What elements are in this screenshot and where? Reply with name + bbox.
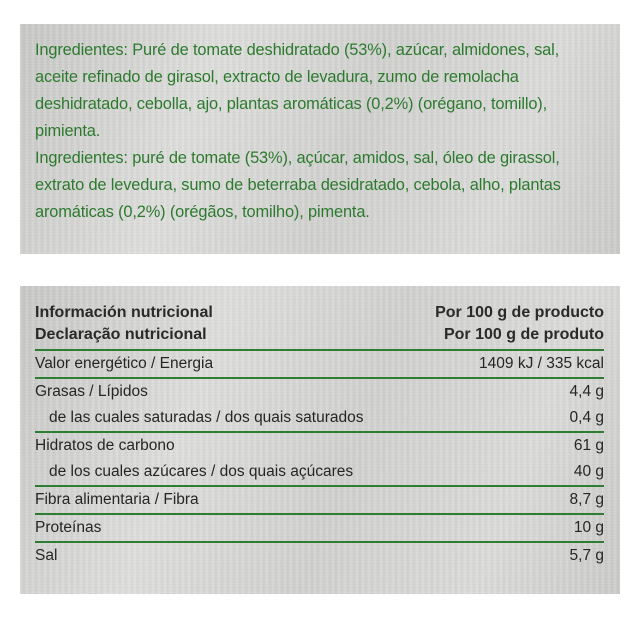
- nutrition-row-fat: Grasas / Lípidos 4,4 g: [35, 379, 604, 405]
- nutrient-label: de las cuales saturadas / dos quais satu…: [49, 409, 364, 426]
- nutrient-label: Grasas / Lípidos: [35, 383, 148, 400]
- nutrition-title-group: Información nutricional Declaração nutri…: [35, 302, 213, 346]
- nutrient-value: 61 g: [573, 437, 604, 454]
- nutrient-value: 10 g: [573, 519, 604, 536]
- nutrition-title-portuguese: Declaração nutricional: [35, 326, 207, 343]
- ingredients-text-portuguese: Ingredientes: puré de tomate (53%), açúc…: [35, 149, 561, 221]
- nutrition-title-spanish: Información nutricional: [35, 304, 213, 321]
- nutrition-row-carbohydrates: Hidratos de carbono 61 g: [35, 433, 604, 459]
- nutrient-label: Hidratos de carbono: [35, 437, 175, 454]
- nutrient-label: Valor energético / Energia: [35, 355, 214, 372]
- ingredients-panel: Ingredientes: Puré de tomate deshidratad…: [20, 24, 620, 254]
- per-100g-portuguese: Por 100 g de produto: [443, 326, 604, 343]
- nutrient-value: 40 g: [573, 463, 604, 480]
- nutrition-row-protein: Proteínas 10 g: [35, 515, 604, 541]
- row-divider: [35, 431, 604, 433]
- ingredients-text-spanish: Ingredientes: Puré de tomate deshidratad…: [35, 41, 560, 140]
- nutrition-per-group: Por 100 g de producto Por 100 g de produ…: [435, 302, 604, 346]
- row-divider: [35, 377, 604, 379]
- row-divider: [35, 541, 604, 543]
- nutrition-row-sugars: de los cuales azúcares / dos quais açúca…: [35, 459, 604, 485]
- nutrition-row-energy: Valor energético / Energia 1409 kJ / 335…: [35, 351, 604, 377]
- nutrition-row-fibre: Fibra alimentaria / Fibra 8,7 g: [35, 487, 604, 513]
- nutrition-panel: Información nutricional Declaração nutri…: [20, 286, 620, 594]
- nutrient-value: 0,4 g: [569, 409, 604, 426]
- nutrient-label: Sal: [35, 547, 58, 564]
- nutrition-row-salt: Sal 5,7 g: [35, 543, 604, 569]
- per-100g-spanish: Por 100 g de producto: [435, 304, 604, 321]
- nutrition-row-saturated-fat: de las cuales saturadas / dos quais satu…: [35, 405, 604, 431]
- nutrient-label: de los cuales azúcares / dos quais açúca…: [49, 463, 354, 480]
- nutrient-value: 8,7 g: [569, 491, 604, 508]
- nutrient-value: 1409 kJ / 335 kcal: [479, 355, 604, 372]
- nutrient-value: 5,7 g: [569, 547, 604, 564]
- nutrient-label: Fibra alimentaria / Fibra: [35, 491, 199, 508]
- nutrient-label: Proteínas: [35, 519, 102, 536]
- row-divider: [35, 513, 604, 515]
- nutrient-value: 4,4 g: [569, 383, 604, 400]
- row-divider: [35, 485, 604, 487]
- nutrition-table-header: Información nutricional Declaração nutri…: [35, 302, 604, 351]
